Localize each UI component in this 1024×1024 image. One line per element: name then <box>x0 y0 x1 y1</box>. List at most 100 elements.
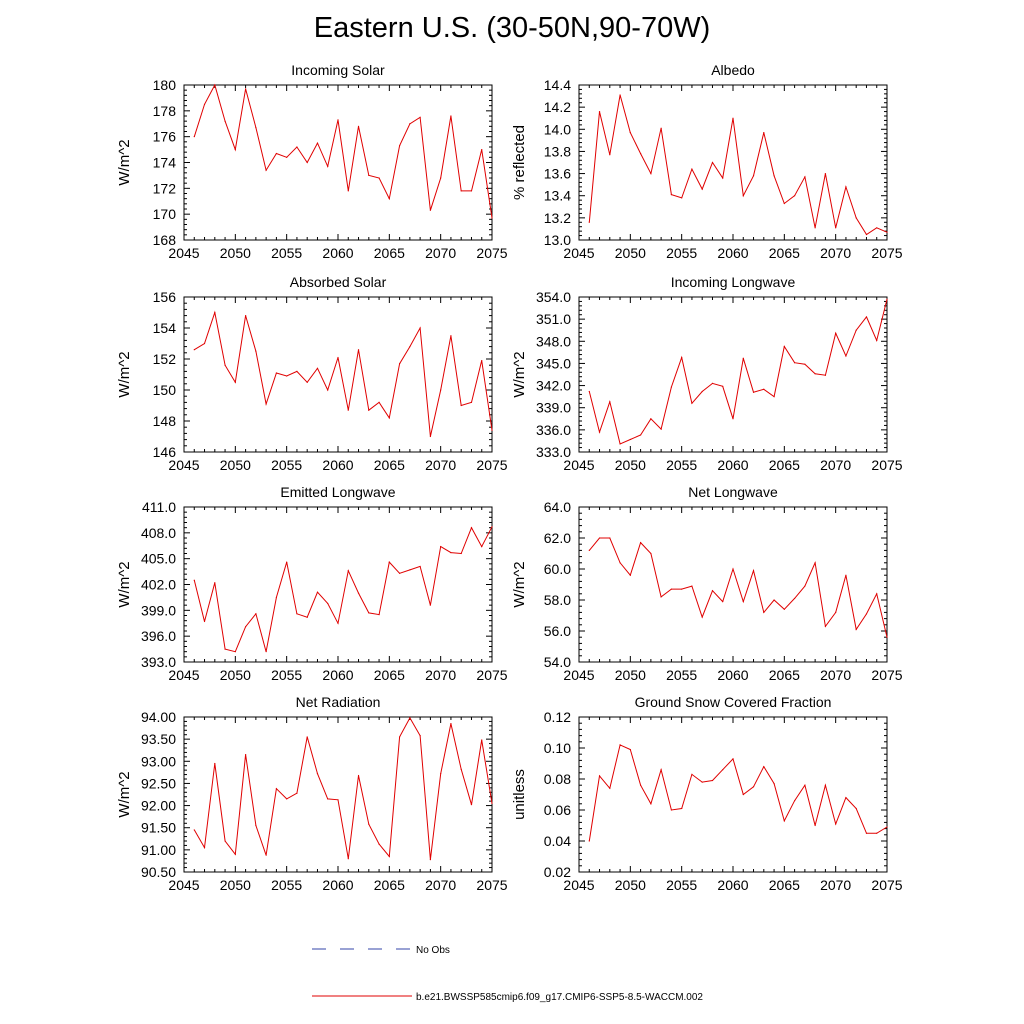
chart-emitted-longwave: Emitted Longwave W/m^2 2045 2050 2055 2060 206… <box>116 484 508 683</box>
y-tick-label: 93.00 <box>141 753 176 769</box>
data-point <box>650 418 652 420</box>
data-point <box>286 156 288 158</box>
data-point <box>629 748 631 751</box>
data-point <box>763 388 765 390</box>
data-point <box>640 434 642 436</box>
data-point <box>794 800 796 802</box>
x-tick-label: 2065 <box>769 877 800 893</box>
data-point <box>752 786 755 788</box>
data-point <box>732 568 734 570</box>
data-point <box>429 209 431 211</box>
data-point <box>670 809 673 811</box>
y-tick-label: 345.0 <box>536 355 571 371</box>
data-point <box>783 608 785 610</box>
data-point <box>670 194 673 196</box>
x-tick-label: 2060 <box>717 245 748 261</box>
data-point <box>711 161 714 164</box>
series-line <box>193 83 493 219</box>
y-tick-label: 354.0 <box>536 289 571 305</box>
data-point <box>368 823 370 825</box>
data-point <box>701 616 703 618</box>
y-tick-label: 13.4 <box>544 188 571 204</box>
data-point <box>316 591 319 593</box>
y-tick-label: 178 <box>153 103 177 119</box>
x-tick-label: 2070 <box>820 877 851 893</box>
x-tick-label: 2065 <box>374 457 405 473</box>
data-point <box>722 769 724 771</box>
series-line <box>193 716 493 860</box>
x-tick-label: 2070 <box>425 457 456 473</box>
y-tick-label: 14.4 <box>544 77 571 93</box>
x-tick-label: 2045 <box>563 877 594 893</box>
data-point <box>691 773 693 775</box>
data-point <box>460 404 462 407</box>
data-point <box>804 784 806 786</box>
x-tick-label: 2075 <box>476 667 507 683</box>
data-point <box>357 349 360 351</box>
data-point <box>214 762 216 765</box>
data-point <box>378 614 380 616</box>
data-point <box>306 616 308 618</box>
data-point <box>752 391 755 393</box>
y-tick-label: 13.2 <box>544 210 571 226</box>
data-point <box>794 362 796 364</box>
x-tick-label: 2060 <box>717 877 748 893</box>
data-point <box>752 175 755 177</box>
data-point <box>245 88 247 90</box>
data-point <box>722 600 724 603</box>
data-point <box>316 773 319 775</box>
plot-frame <box>183 716 493 873</box>
data-point <box>327 389 329 391</box>
data-point <box>824 172 827 175</box>
chart-title: Absorbed Solar <box>290 274 387 290</box>
data-point <box>419 735 421 737</box>
data-point <box>865 832 868 834</box>
data-point <box>440 546 442 548</box>
x-tick-label: 2045 <box>563 245 594 261</box>
data-point <box>660 428 662 430</box>
x-tick-label: 2055 <box>666 667 697 683</box>
x-tick-label: 2045 <box>168 457 199 473</box>
data-point <box>814 373 816 375</box>
x-tick-label: 2045 <box>168 667 199 683</box>
data-point <box>286 561 288 563</box>
data-point <box>640 153 642 155</box>
data-point <box>255 824 257 827</box>
y-tick-label: 336.0 <box>536 422 571 438</box>
data-point <box>481 148 483 151</box>
y-tick-label: 13.6 <box>544 166 571 182</box>
chart-title: Net Longwave <box>688 484 778 500</box>
x-tick-label: 2065 <box>769 667 800 683</box>
data-point <box>399 572 401 574</box>
x-tick-label: 2075 <box>871 245 902 261</box>
chart-incoming-longwave: Incoming Longwave W/m^2 2045 2050 2055 2060 20… <box>511 274 903 473</box>
data-point <box>691 585 693 587</box>
data-point <box>855 628 857 631</box>
data-point <box>722 177 724 179</box>
data-point <box>629 438 631 441</box>
chart-net-radiation: Net Radiation W/m^2 2045 2050 2055 2060 2065 20… <box>116 694 508 893</box>
data-point <box>255 350 257 352</box>
data-point <box>286 798 288 800</box>
chart-absorbed-solar: Absorbed Solar W/m^2 2045 2050 2055 2060 2065 2… <box>116 274 508 473</box>
data-point <box>855 217 857 219</box>
data-point <box>245 626 247 628</box>
data-point <box>409 346 411 348</box>
data-point <box>650 803 652 805</box>
data-point <box>388 855 390 858</box>
chart-title: Net Radiation <box>296 694 381 710</box>
data-point <box>609 787 611 789</box>
x-tick-label: 2060 <box>322 457 353 473</box>
data-point <box>368 174 370 177</box>
y-tick-label: 13.0 <box>544 232 571 248</box>
y-axis-label: % reflected <box>511 125 528 200</box>
data-point <box>286 375 288 377</box>
chart-incoming-solar: Incoming Solar W/m^2 2045 2050 2055 2060 2065 2… <box>116 62 508 261</box>
data-point <box>224 120 226 122</box>
data-point <box>886 231 888 233</box>
plot-frame <box>578 84 888 241</box>
data-point <box>835 823 837 825</box>
x-tick-label: 2050 <box>615 457 646 473</box>
data-point <box>783 820 785 822</box>
chart-albedo: Albedo % reflected 2045 2050 2055 2060 2065 207… <box>511 62 903 261</box>
